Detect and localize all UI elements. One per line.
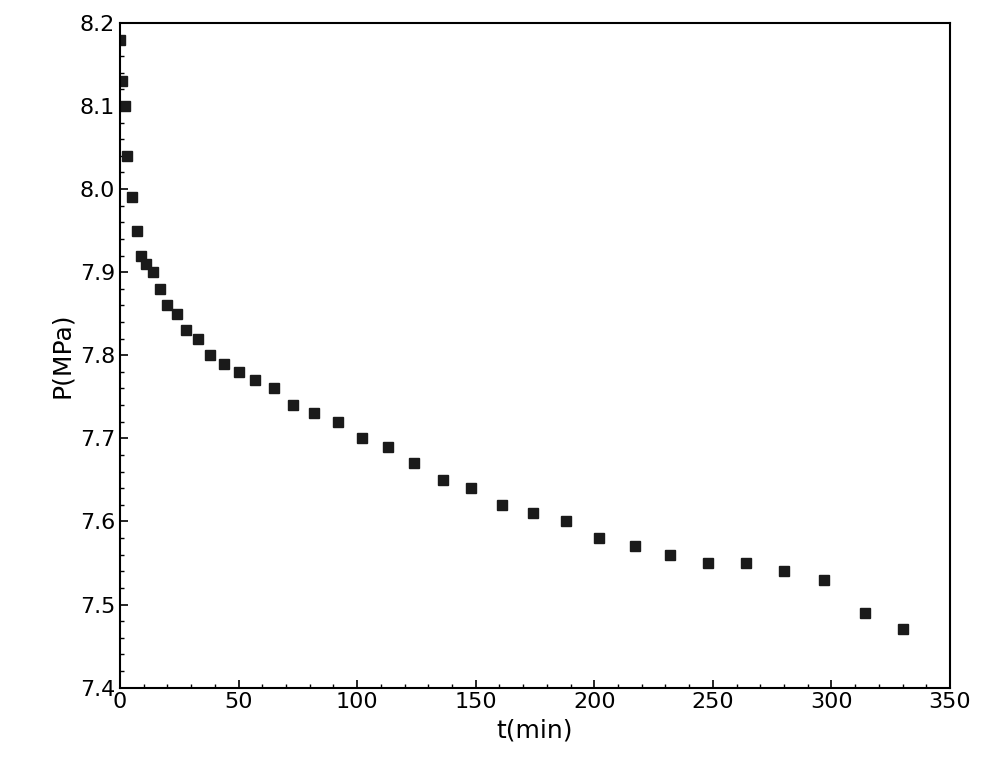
X-axis label: t(min): t(min) — [497, 718, 573, 742]
Y-axis label: P(MPa): P(MPa) — [50, 312, 74, 398]
